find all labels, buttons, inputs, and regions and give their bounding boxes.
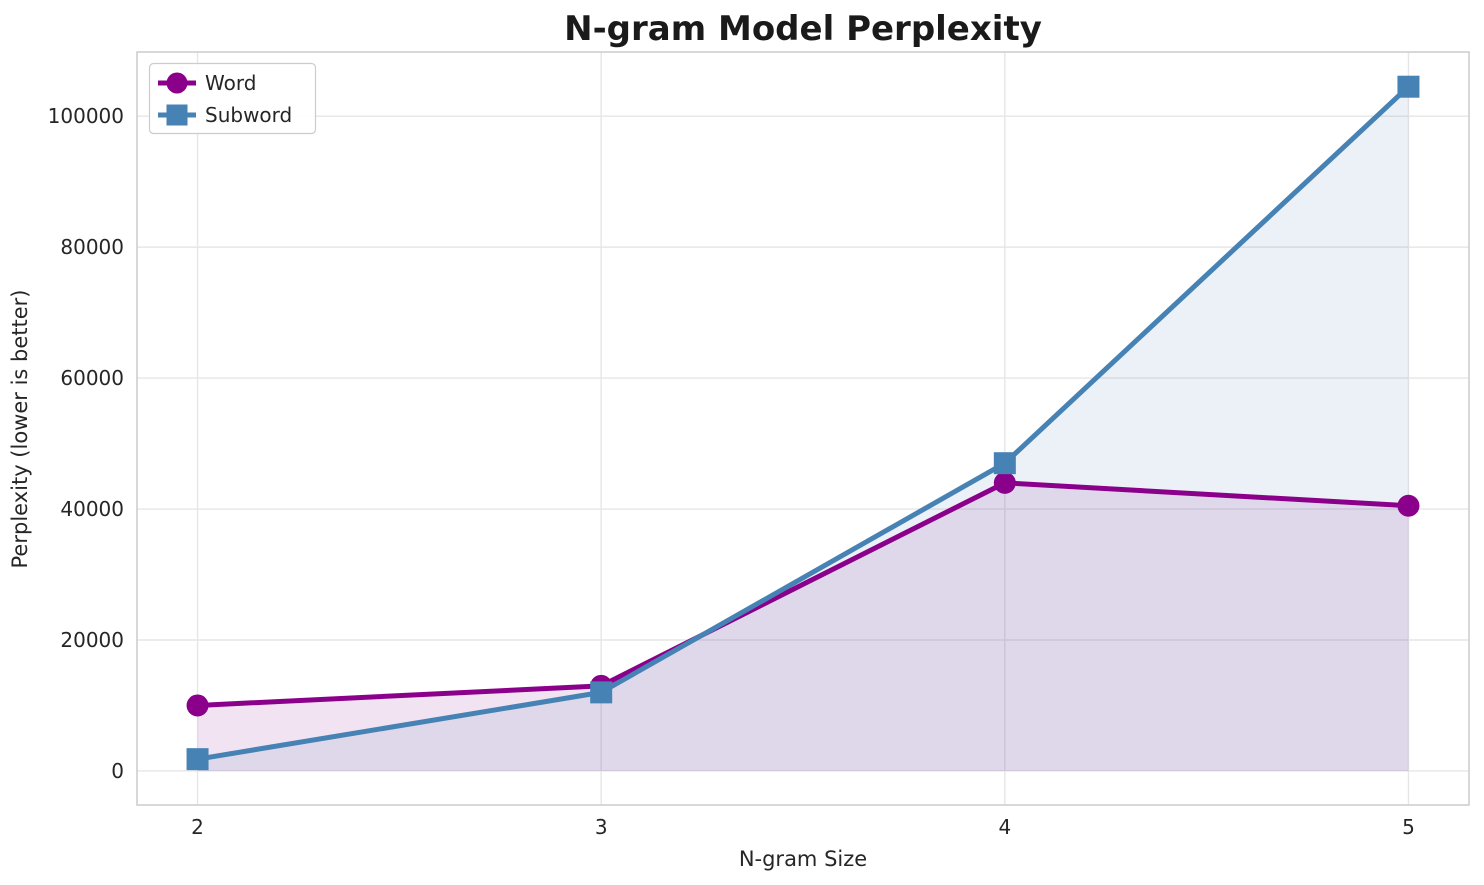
legend-label-subword: Subword bbox=[205, 103, 292, 127]
word-point-marker bbox=[186, 694, 209, 717]
subword-point-marker bbox=[186, 748, 209, 771]
y-tick-label: 0 bbox=[111, 759, 124, 783]
y-tick-label: 100000 bbox=[48, 104, 124, 128]
legend-label-word: Word bbox=[205, 71, 256, 95]
word-point-marker bbox=[1397, 494, 1420, 517]
series-lines bbox=[186, 75, 1420, 771]
word-line bbox=[195, 480, 1411, 708]
subword-point-marker bbox=[993, 452, 1016, 475]
x-axis-label: N-gram Size bbox=[739, 847, 867, 871]
x-tick-label: 4 bbox=[998, 815, 1011, 839]
x-tick-label: 2 bbox=[191, 815, 204, 839]
plot-border bbox=[136, 51, 1470, 806]
word-point-marker bbox=[993, 471, 1016, 494]
tick-labels: 0 20000 40000 60000 80000 100000 2 3 4 5 bbox=[48, 104, 1415, 839]
y-tick-label: 40000 bbox=[60, 497, 124, 521]
legend-item-word: Word bbox=[158, 71, 256, 95]
x-tick-label: 5 bbox=[1402, 815, 1415, 839]
gridlines bbox=[137, 52, 1469, 805]
subword-square-marker-icon bbox=[166, 104, 188, 126]
word-circle-marker-icon bbox=[166, 72, 188, 94]
subword-line bbox=[195, 84, 1411, 762]
y-tick-label: 20000 bbox=[60, 628, 124, 652]
x-tick-label: 3 bbox=[595, 815, 608, 839]
y-axis-label: Perplexity (lower is better) bbox=[8, 290, 32, 569]
subword-point-marker bbox=[1397, 75, 1420, 98]
subword-point-marker bbox=[590, 681, 613, 704]
legend: Word Subword bbox=[148, 62, 317, 135]
area-fills bbox=[197, 86, 1409, 771]
word-area-fill bbox=[197, 482, 1409, 771]
legend-item-subword: Subword bbox=[158, 103, 292, 127]
subword-area-fill bbox=[197, 86, 1409, 771]
chart-title: N-gram Model Perplexity bbox=[564, 9, 1042, 49]
y-tick-label: 60000 bbox=[60, 366, 124, 390]
y-tick-label: 80000 bbox=[60, 235, 124, 259]
